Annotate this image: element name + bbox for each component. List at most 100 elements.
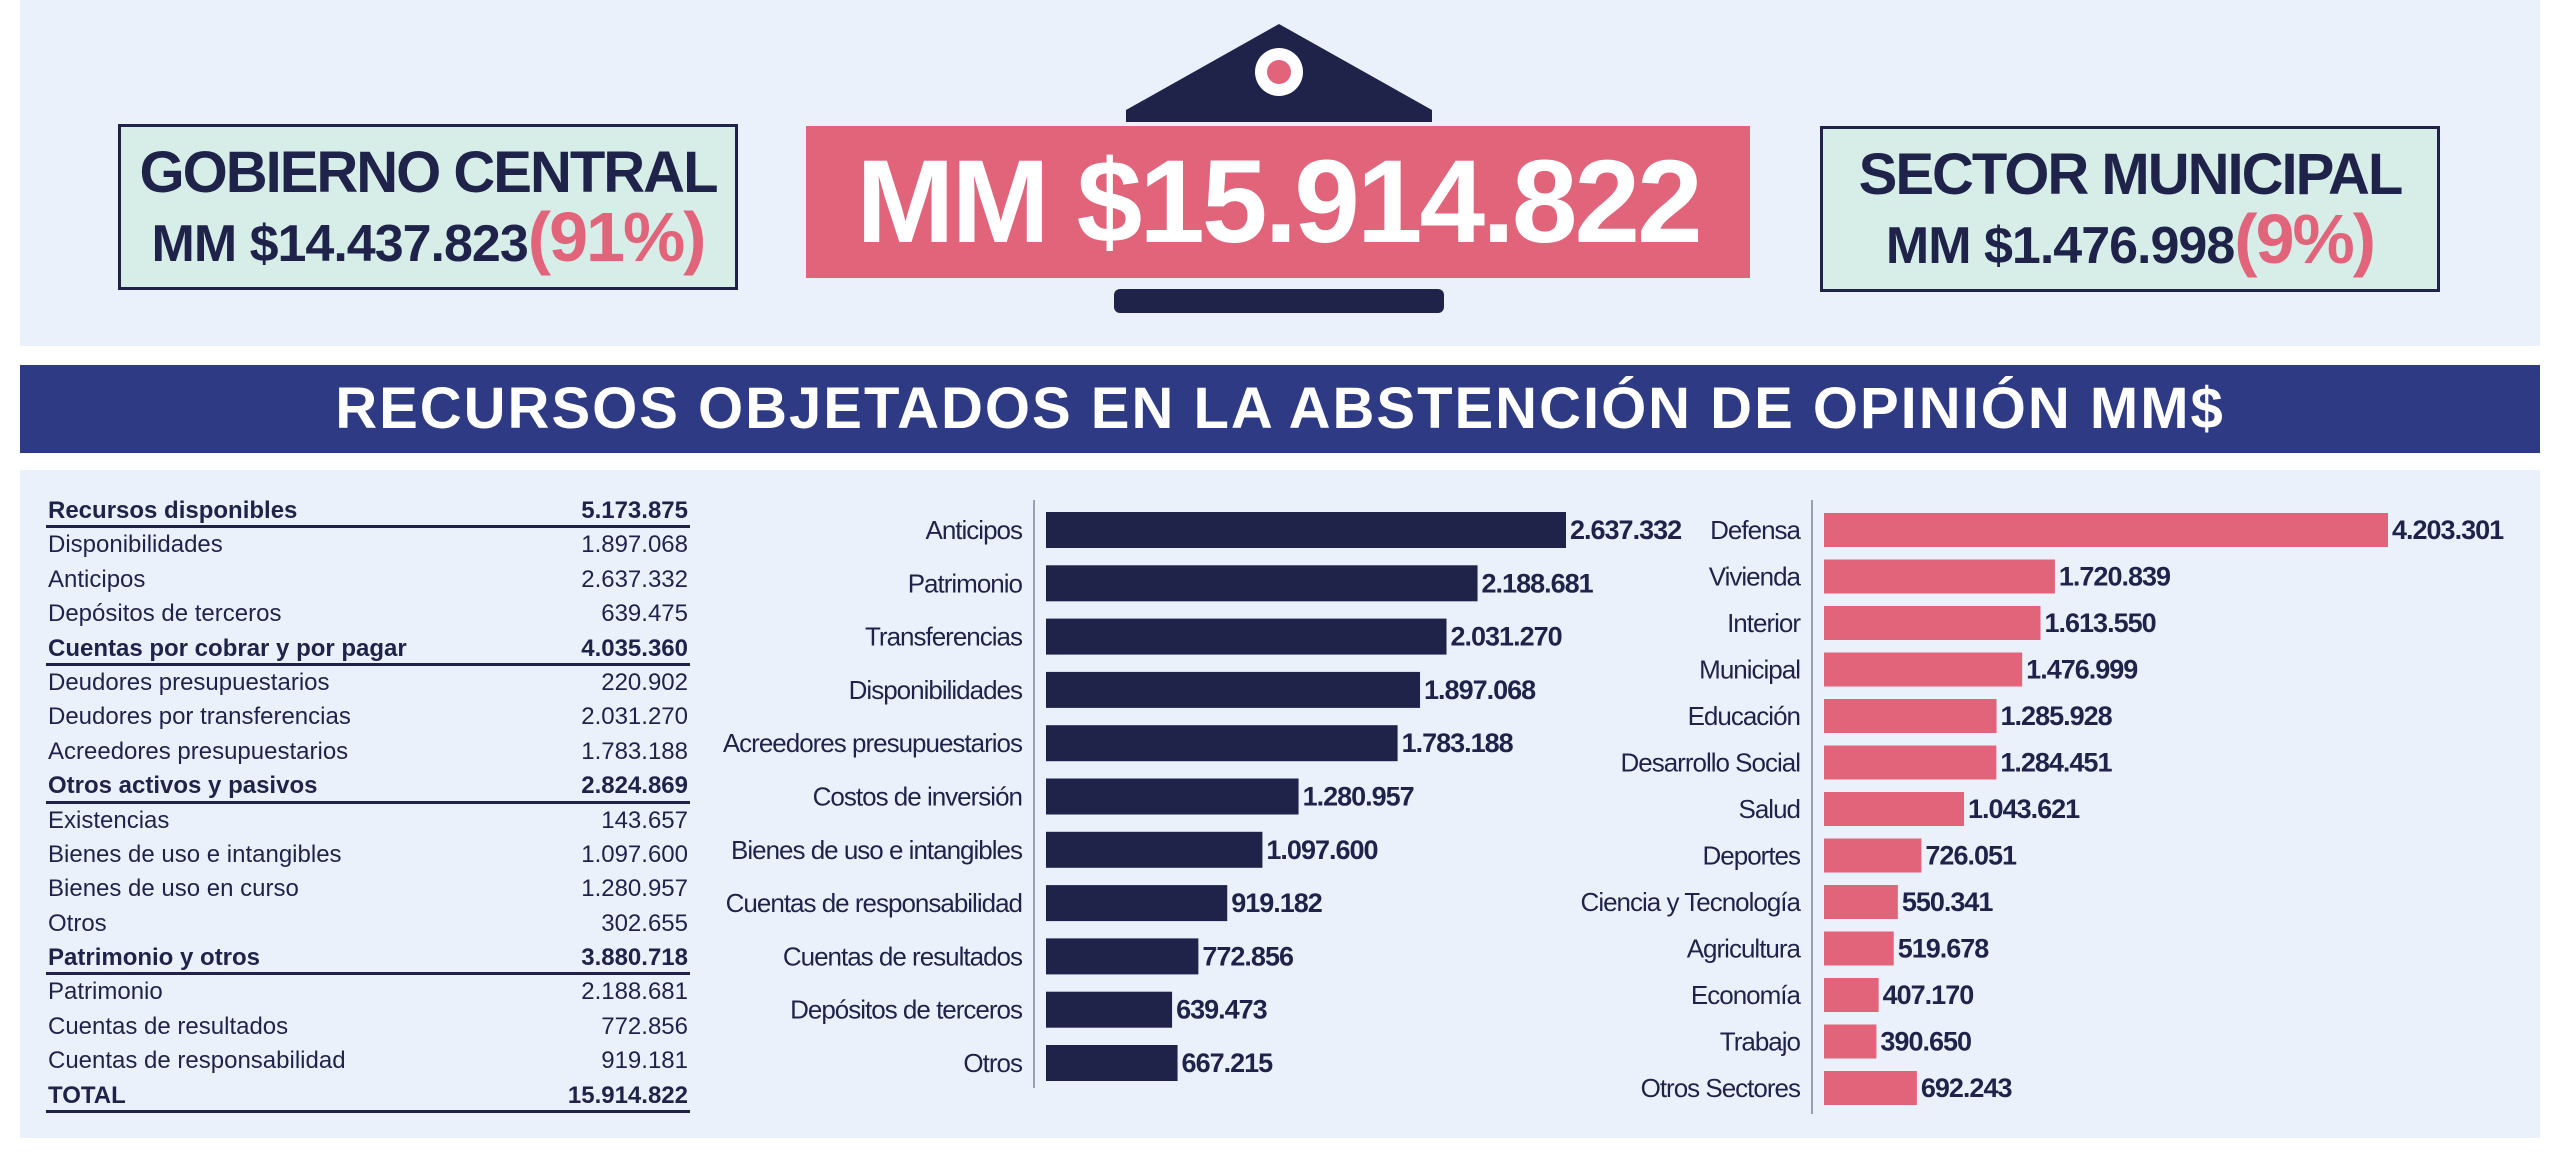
gobierno-central-title: GOBIERNO CENTRAL (139, 140, 719, 205)
table-row: Otros activos y pasivos 2.824.869 (46, 769, 690, 804)
table-row-label: Cuentas de responsabilidad (48, 1047, 346, 1075)
data-label: 1.720.839 (2059, 562, 2171, 592)
gobierno-central-pct: (91%) (527, 198, 707, 276)
category-label: Municipal (1699, 655, 1800, 685)
table-row: Cuentas por cobrar y por pagar 4.035.360 (46, 632, 690, 666)
table-row: Cuentas de resultados 772.856 (46, 1010, 690, 1044)
sector-municipal-amount: MM $1.476.998 (1885, 217, 2235, 275)
category-label: Otros Sectores (1641, 1073, 1801, 1103)
bar (1824, 513, 2388, 547)
bar (1824, 1071, 1917, 1105)
sector-municipal-title: SECTOR MUNICIPAL (1858, 142, 2404, 207)
bar (1046, 1045, 1178, 1081)
category-label: Otros (963, 1048, 1023, 1078)
table-row-value: 919.181 (601, 1047, 688, 1075)
data-label: 2.188.681 (1482, 568, 1594, 598)
gobierno-central-box: GOBIERNO CENTRAL MM $14.437.823(91%) (118, 124, 738, 290)
data-label: 1.897.068 (1424, 675, 1536, 705)
bar (1046, 991, 1173, 1028)
data-label: 1.476.999 (2026, 655, 2138, 685)
category-label: Economía (1691, 980, 1802, 1010)
data-label: 1.043.621 (1968, 794, 2080, 824)
table-row: TOTAL 15.914.822 (46, 1079, 690, 1114)
bar (1046, 885, 1228, 922)
category-label: Agricultura (1687, 934, 1802, 964)
table-row-value: 2.031.270 (581, 703, 688, 731)
data-label: 519.678 (1898, 934, 1990, 964)
resources-table: Recursos disponibles 5.173.875 Disponibili… (46, 494, 690, 1114)
data-label: 1.783.188 (1402, 728, 1514, 758)
total-amount-box: MM $15.914.822 (806, 126, 1750, 278)
data-label: 2.637.332 (1570, 515, 1681, 545)
table-row: Cuentas de responsabilidad 919.181 (46, 1044, 690, 1078)
table-row-value: 5.173.875 (581, 497, 688, 524)
table-row-label: Disponibilidades (48, 531, 223, 559)
bar (1046, 618, 1447, 655)
category-label: Acreedores presupuestarios (723, 728, 1023, 758)
table-row: Bienes de uso en curso 1.280.957 (46, 872, 690, 906)
table-row-label: Otros (48, 909, 107, 937)
table-row: Deudores presupuestarios 220.902 (46, 666, 690, 700)
category-label: Defensa (1710, 515, 1801, 545)
bar (1824, 652, 2023, 687)
table-row-value: 4.035.360 (581, 634, 688, 662)
table-row-label: Deudores por transferencias (48, 703, 351, 731)
data-label: 407.170 (1883, 980, 1974, 1010)
bar (1824, 559, 2055, 594)
data-label: 692.243 (1921, 1073, 2013, 1103)
data-label: 4.203.301 (2392, 515, 2504, 545)
table-row-value: 15.914.822 (567, 1081, 688, 1109)
table-row-value: 2.824.869 (581, 772, 688, 800)
category-label: Bienes de uso e intangibles (731, 835, 1023, 865)
table-row-value: 143.657 (601, 806, 688, 834)
sectors-bar-chart: Defensa 4.203.301 Vivienda 1.720.839 Interio… (1581, 500, 2505, 1114)
gobierno-central-amount-line: MM $14.437.823(91%) (121, 202, 735, 276)
data-label: 1.097.600 (1266, 835, 1377, 865)
table-row-label: Acreedores presupuestarios (48, 737, 349, 765)
table-row-label: Depósitos de terceros (48, 600, 282, 628)
category-label: Disponibilidades (849, 675, 1023, 705)
table-row-value: 1.280.957 (581, 875, 688, 903)
bar (1046, 512, 1566, 548)
bar (1824, 606, 2041, 640)
category-label: Trabajo (1720, 1027, 1801, 1057)
table-row: Patrimonio y otros 3.880.718 (46, 941, 690, 976)
sector-municipal-box: SECTOR MUNICIPAL MM $1.476.998(9%) (1820, 126, 2440, 292)
table-row-value: 1.097.600 (581, 840, 688, 868)
bar (1824, 745, 1997, 780)
category-label: Cuentas de resultados (783, 941, 1023, 971)
table-row-label: Recursos disponibles (48, 497, 298, 524)
data-label: 2.031.270 (1451, 622, 1562, 652)
bar (1046, 938, 1199, 975)
bar (1046, 831, 1263, 868)
category-label: Salud (1739, 794, 1801, 824)
table-row-label: Anticipos (48, 565, 146, 593)
table-row-label: Cuentas de resultados (48, 1012, 289, 1040)
data-label: 919.182 (1231, 888, 1322, 918)
table-row-value: 2.637.332 (581, 565, 688, 593)
bar (1824, 931, 1894, 966)
bar (1824, 792, 1965, 826)
category-label: Cuentas de responsabilidad (726, 888, 1022, 918)
table-row-label: Otros activos y pasivos (48, 772, 318, 800)
sector-municipal-amount-line: MM $1.476.998(9%) (1823, 204, 2437, 278)
section-banner: RECURSOS OBJETADOS EN LA ABSTENCIÓN DE O… (20, 365, 2540, 453)
category-label: Transferencias (865, 622, 1023, 652)
table-row: Disponibilidades 1.897.068 (46, 528, 690, 562)
sector-municipal-pct: (9%) (2234, 200, 2376, 278)
table-row-value: 302.655 (601, 909, 688, 937)
data-label: 1.284.451 (2000, 748, 2112, 778)
category-label: Depósitos de terceros (790, 995, 1023, 1025)
bar (1824, 978, 1879, 1012)
category-label: Patrimonio (908, 568, 1023, 598)
category-label: Desarrollo Social (1620, 748, 1800, 778)
bar (1046, 778, 1299, 815)
bar (1824, 699, 1997, 733)
data-label: 550.341 (1902, 887, 1994, 917)
bar (1824, 838, 1922, 873)
table-row-value: 220.902 (601, 668, 688, 696)
table-row-value: 2.188.681 (581, 978, 688, 1006)
table-row-label: Cuentas por cobrar y por pagar (48, 634, 407, 662)
data-label: 726.051 (1925, 841, 2017, 871)
table-row-label: Patrimonio y otros (48, 944, 261, 972)
